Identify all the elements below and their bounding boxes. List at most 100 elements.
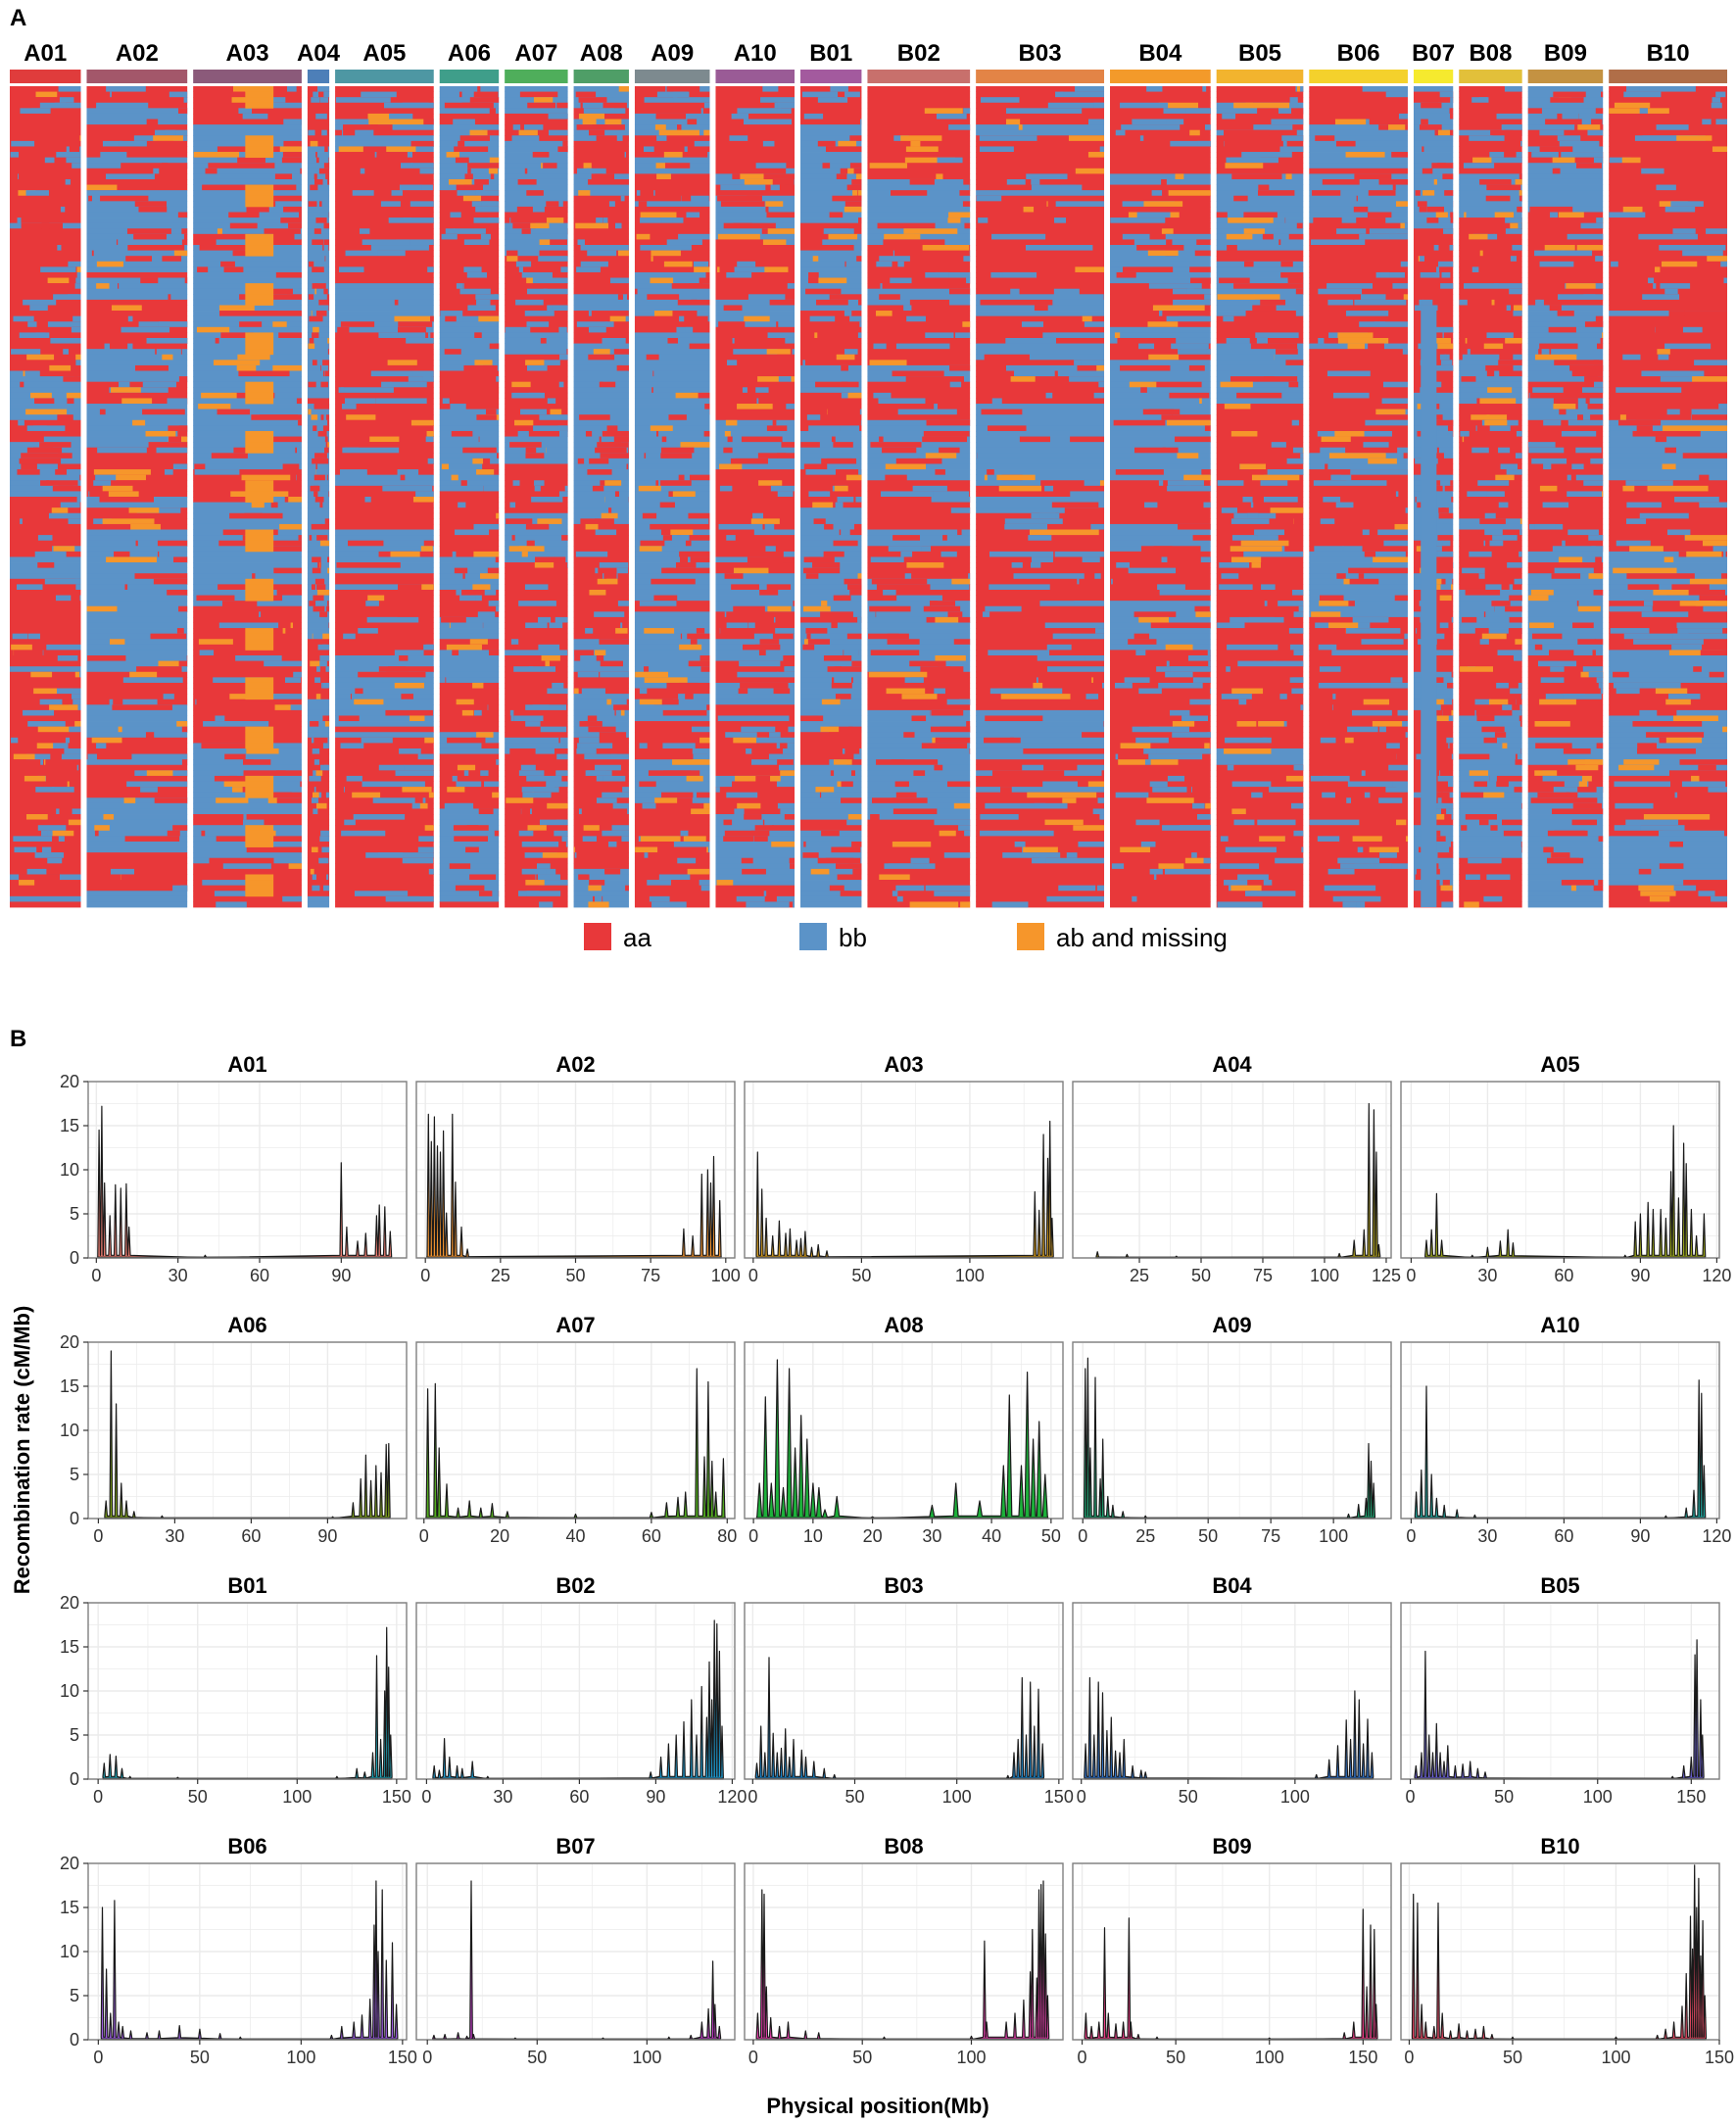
genotype-segment <box>583 721 590 728</box>
genotype-segment <box>935 616 959 623</box>
genotype-row <box>335 392 434 399</box>
genotype-row <box>439 573 500 580</box>
genotype-segment <box>539 414 568 421</box>
genotype-row <box>976 868 1105 875</box>
heatmap-chromosome-a02: A02 <box>86 40 188 908</box>
genotype-row <box>800 748 862 754</box>
genotype-row <box>800 715 862 722</box>
genotype-row <box>1110 694 1211 700</box>
genotype-segment <box>733 605 765 612</box>
genotype-segment <box>1133 633 1150 640</box>
genotype-segment <box>57 655 64 661</box>
genotype-segment <box>1337 332 1374 339</box>
genotype-ab-segment <box>245 781 274 788</box>
genotype-ab-segment <box>245 825 274 832</box>
genotype-row <box>1309 233 1408 240</box>
genotype-segment <box>1257 108 1278 115</box>
genotype-segment <box>726 535 736 542</box>
genotype-segment <box>589 129 605 136</box>
genotype-row <box>976 349 1105 356</box>
genotype-ab-segment <box>639 699 662 705</box>
genotype-segment <box>136 666 182 673</box>
genotype-ab-segment <box>245 480 274 487</box>
genotype-segment <box>221 601 258 607</box>
genotype-segment <box>1005 364 1078 371</box>
genotype-row <box>505 688 568 695</box>
genotype-segment <box>840 891 862 897</box>
genotype-segment <box>216 901 247 908</box>
genotype-row <box>1309 677 1408 684</box>
chromosome-label: B04 <box>1138 40 1182 67</box>
genotype-row <box>573 644 629 651</box>
genotype-segment <box>1347 343 1366 350</box>
heatmap-chromosome-b01: B01 <box>800 40 862 908</box>
genotype-ab-segment <box>815 787 835 793</box>
genotype-segment <box>639 781 656 788</box>
genotype-row <box>867 518 971 525</box>
genotype-segment <box>892 891 898 897</box>
genotype-segment <box>353 814 406 821</box>
genotype-segment <box>1243 228 1265 235</box>
genotype-segment <box>17 217 22 224</box>
genotype-segment <box>118 283 120 290</box>
genotype-segment <box>463 184 484 191</box>
genotype-ab-segment <box>245 628 274 635</box>
genotype-row <box>1216 97 1304 104</box>
genotype-row <box>335 699 434 705</box>
genotype-segment <box>747 294 786 301</box>
genotype-ab-segment <box>121 398 153 405</box>
genotype-row <box>800 808 862 815</box>
genotype-row <box>573 622 629 629</box>
genotype-segment <box>704 404 710 410</box>
genotype-segment <box>640 836 681 843</box>
genotype-row <box>800 901 862 908</box>
genotype-segment <box>1288 381 1299 388</box>
genotype-row <box>307 108 330 115</box>
genotype-row <box>976 891 1105 897</box>
genotype-segment <box>461 102 494 109</box>
genotype-row <box>1110 228 1211 235</box>
genotype-row <box>1309 436 1408 443</box>
genotype-ab-segment <box>245 381 274 388</box>
genotype-segment <box>734 808 745 815</box>
genotype-row <box>867 97 971 104</box>
genotype-row <box>10 474 81 481</box>
genotype-segment <box>1365 419 1408 426</box>
genotype-segment <box>656 430 659 437</box>
genotype-row <box>86 895 188 902</box>
genotype-row <box>634 650 710 656</box>
genotype-row <box>505 113 568 120</box>
genotype-ab-segment <box>245 775 274 782</box>
genotype-row <box>634 299 710 306</box>
genotype-segment <box>385 895 420 902</box>
genotype-segment <box>394 299 399 306</box>
genotype-row <box>573 212 629 218</box>
genotype-segment <box>150 633 187 640</box>
genotype-segment <box>925 271 949 278</box>
genotype-segment <box>285 677 301 684</box>
genotype-row <box>505 491 568 498</box>
genotype-row <box>715 885 796 892</box>
genotype-segment <box>1280 271 1304 278</box>
genotype-ab-segment <box>245 299 274 306</box>
genotype-segment <box>1039 857 1105 864</box>
genotype-segment <box>707 753 710 760</box>
genotype-row <box>867 360 971 366</box>
genotype-segment <box>241 474 291 481</box>
genotype-row <box>505 781 568 788</box>
genotype-segment <box>913 770 926 777</box>
genotype-ab-segment <box>30 392 52 399</box>
genotype-row <box>867 163 971 169</box>
genotype-segment <box>592 485 604 492</box>
genotype-row <box>1216 841 1304 847</box>
genotype-row <box>715 891 796 897</box>
genotype-segment <box>324 447 329 454</box>
genotype-segment <box>1120 364 1171 371</box>
genotype-row <box>573 781 629 788</box>
genotype-row <box>634 381 710 388</box>
genotype-segment <box>511 392 545 399</box>
genotype-row <box>976 425 1105 432</box>
genotype-row <box>634 694 710 700</box>
genotype-segment <box>32 425 66 432</box>
genotype-row <box>976 91 1105 98</box>
